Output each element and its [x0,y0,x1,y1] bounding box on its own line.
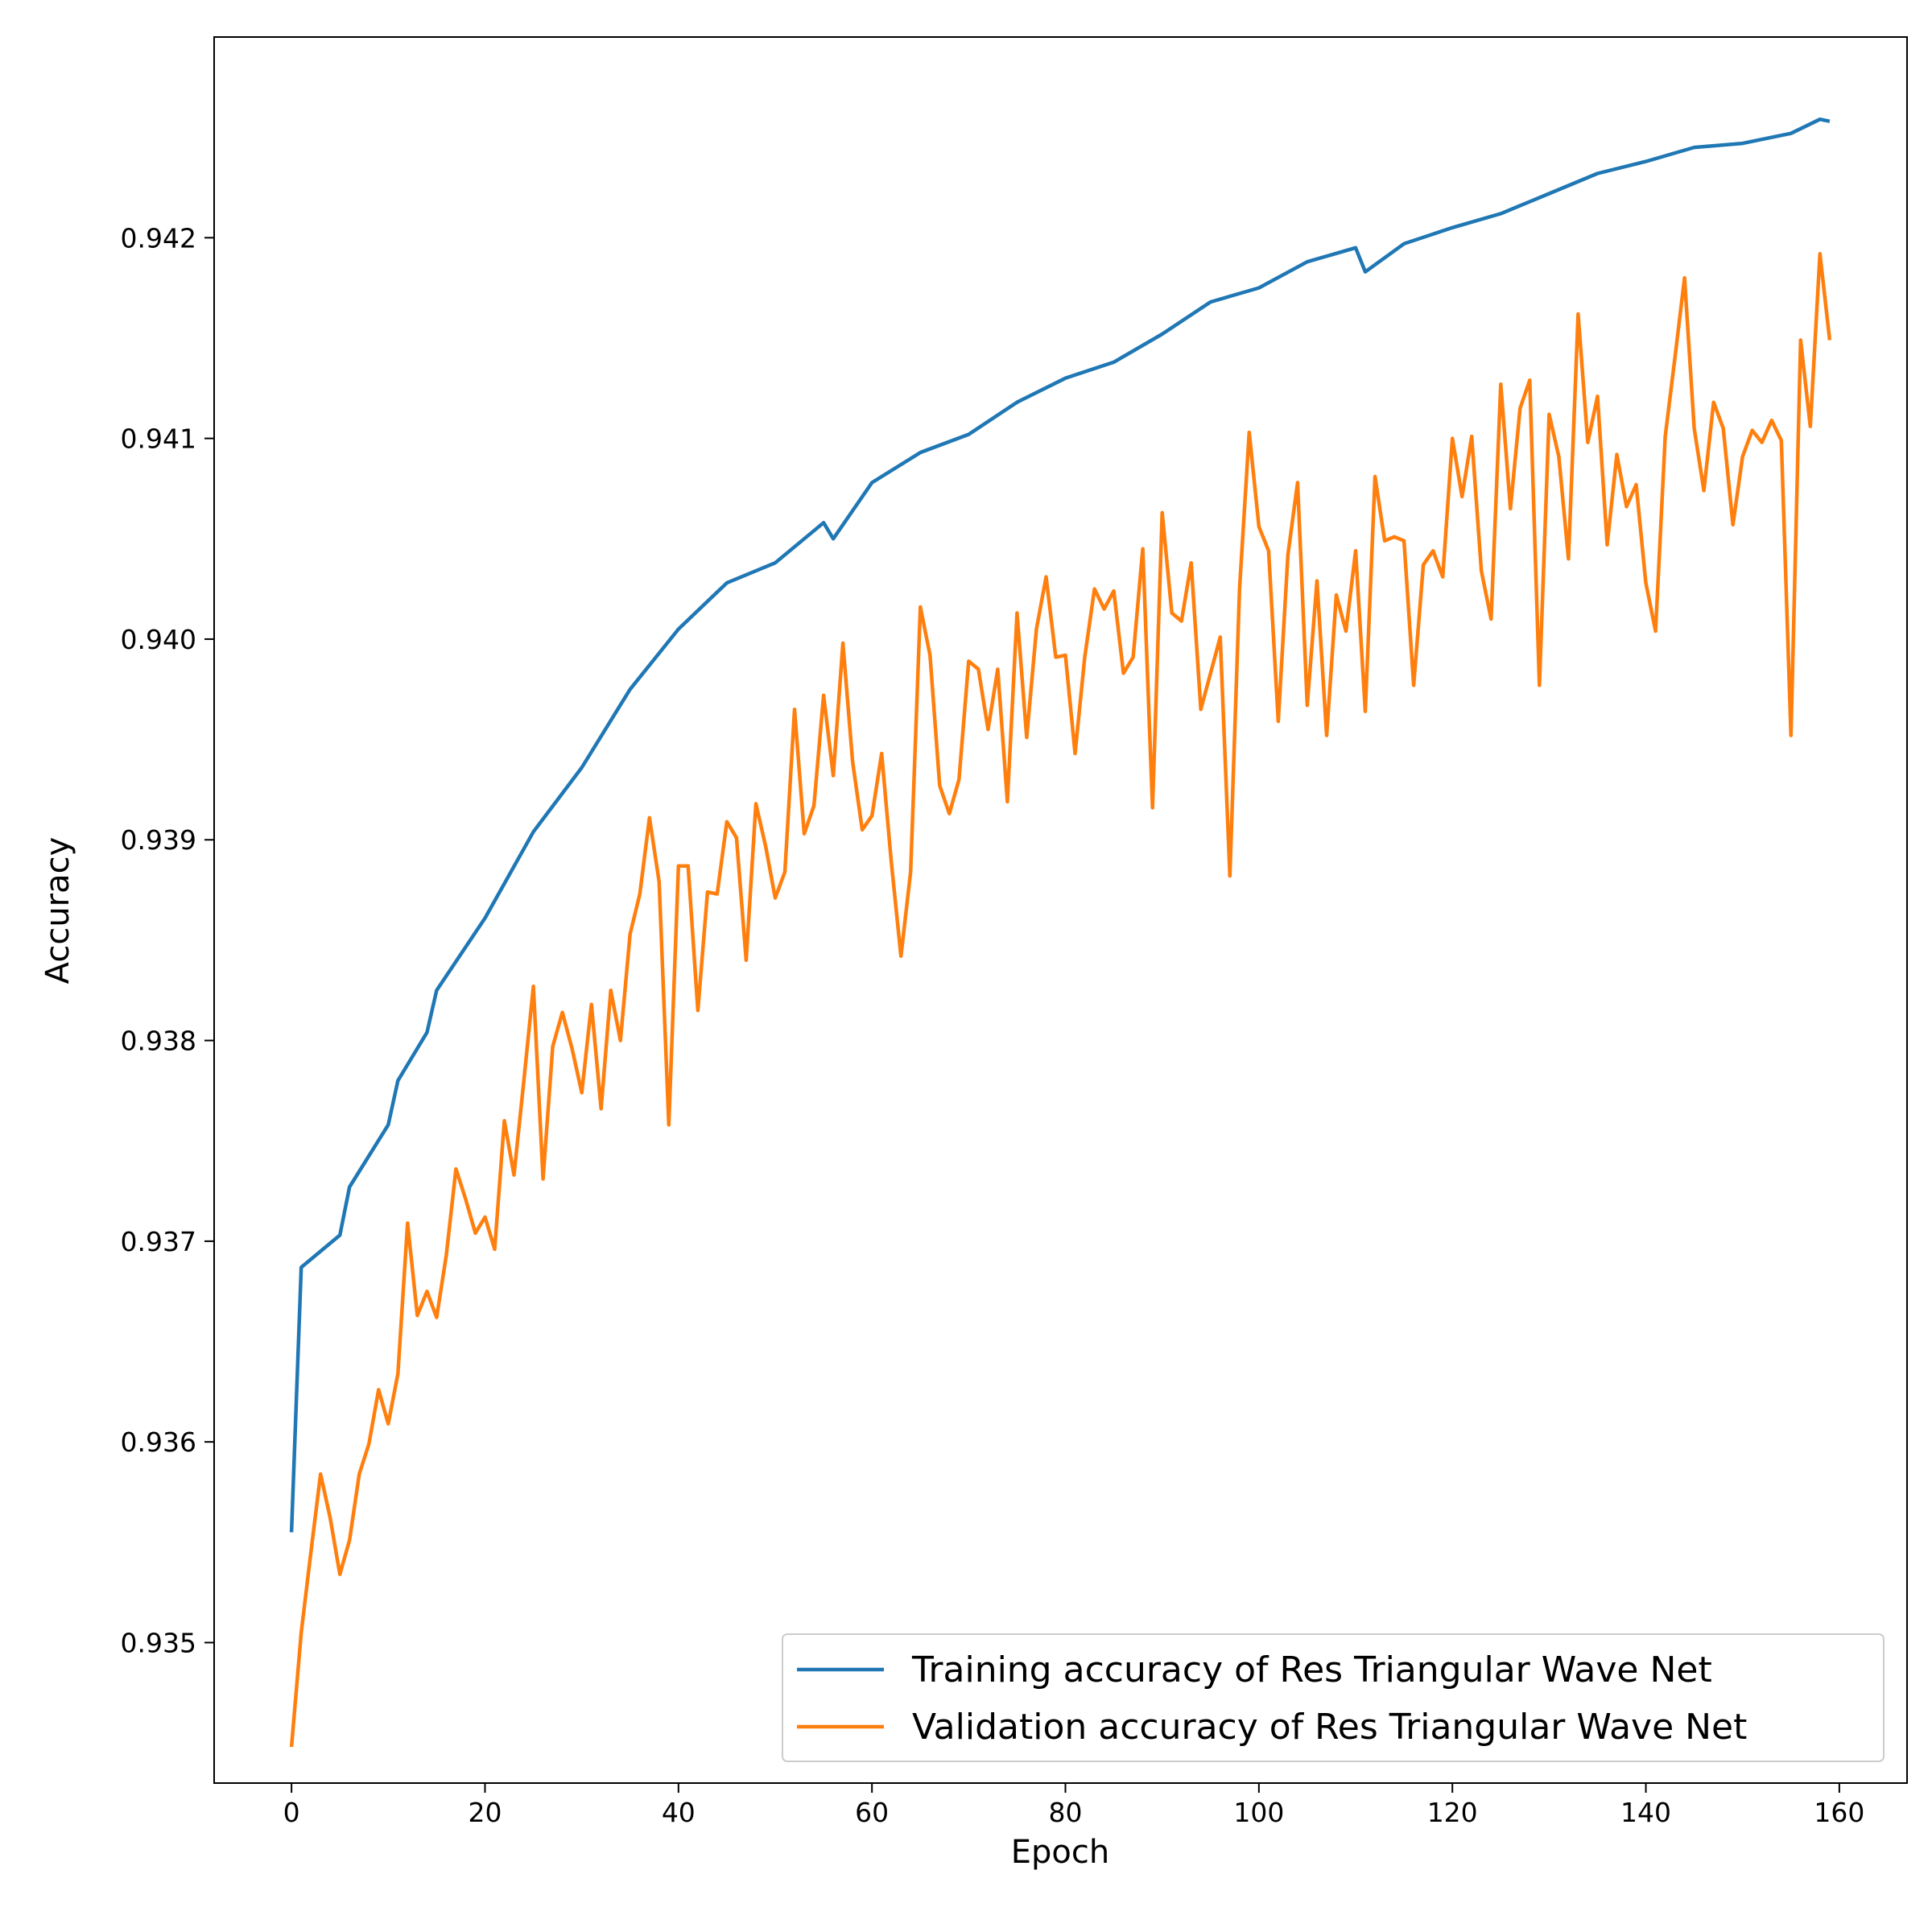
y-tick-label: 0.938 [121,1026,196,1057]
x-tick-label: 160 [1814,1797,1864,1828]
legend: Training accuracy of Res Triangular Wave… [782,1633,1885,1762]
x-tick-label: 80 [1049,1797,1083,1828]
legend-label-validation: Validation accuracy of Res Triangular Wa… [912,1707,1747,1748]
x-tick-label: 100 [1233,1797,1284,1828]
y-tick-label: 0.941 [121,423,196,455]
x-tick-label: 0 [283,1797,300,1828]
y-tick-label: 0.939 [121,824,196,856]
plot-frame [213,36,1908,1784]
series-layer [289,117,1832,1748]
x-axis: 0 20 40 60 80 100 120 140 160 [283,1783,1864,1828]
x-tick-label: 60 [855,1797,889,1828]
y-tick-label: 0.937 [121,1226,196,1257]
legend-box [782,1633,1885,1762]
x-tick-label: 120 [1427,1797,1478,1828]
x-tick-label: 40 [662,1797,696,1828]
y-tick-label: 0.942 [121,222,196,254]
y-tick-label: 0.936 [121,1426,196,1458]
y-tick-label: 0.940 [121,624,196,655]
training-accuracy-line [289,117,1831,1533]
legend-label-training: Training accuracy of Res Triangular Wave… [911,1649,1712,1690]
y-axis-title: Accuracy [39,837,76,985]
y-tick-label: 0.935 [121,1627,196,1658]
x-axis-title: Epoch [1011,1834,1109,1871]
y-axis: 0.935 0.936 0.937 0.938 0.939 0.940 0.941 0.942 [121,222,214,1658]
validation-accuracy-line [289,252,1832,1748]
x-tick-label: 140 [1620,1797,1671,1828]
x-tick-label: 20 [468,1797,502,1828]
